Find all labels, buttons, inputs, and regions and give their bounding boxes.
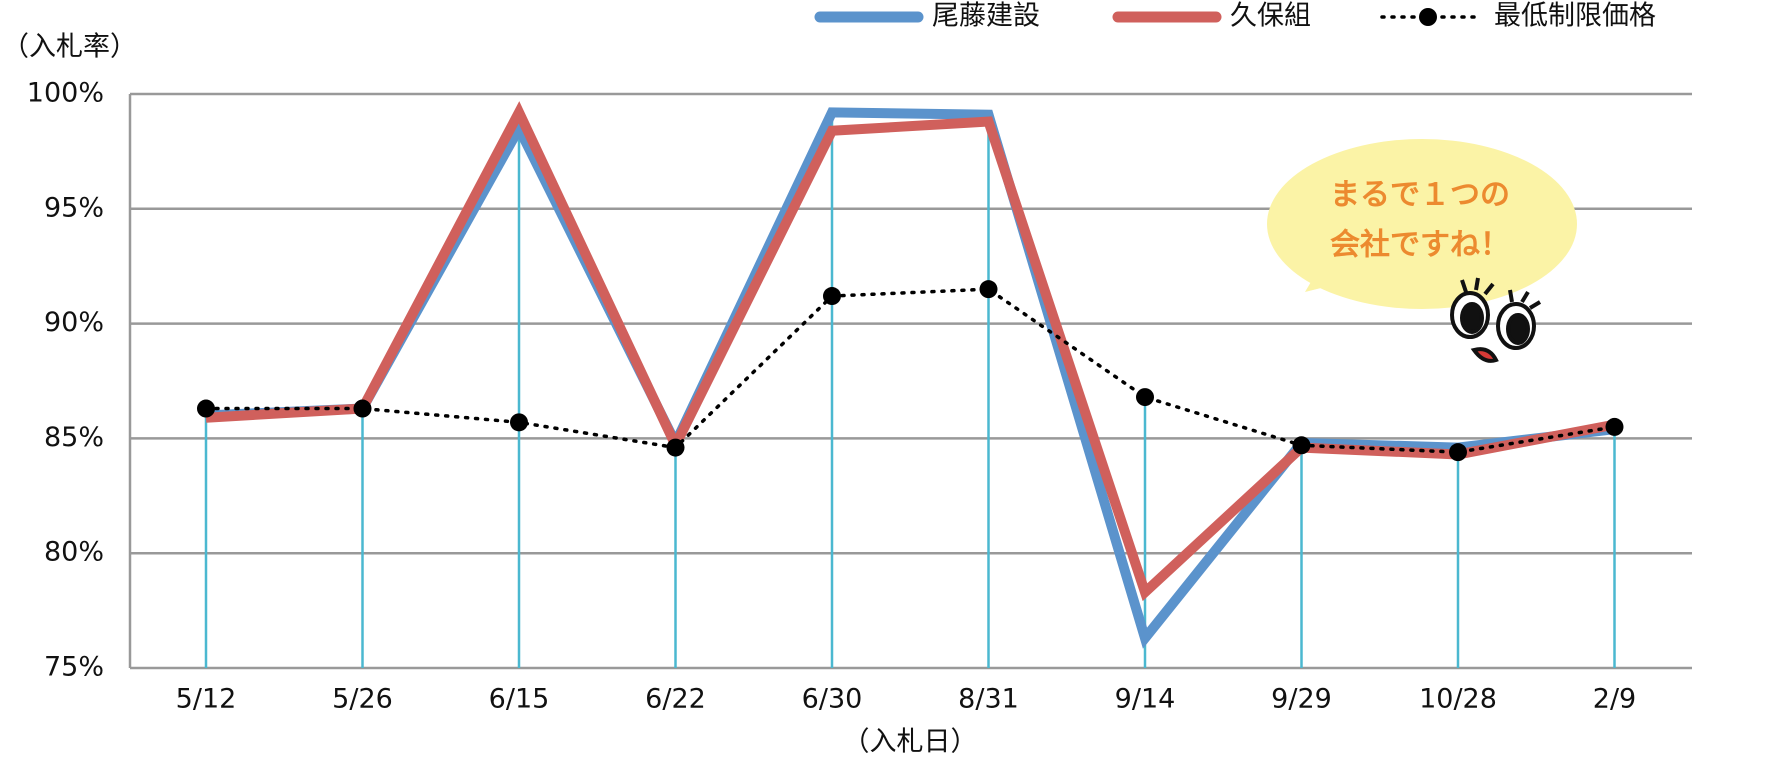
x-axis-label: （入札日） [843,727,978,758]
y-axis-label: （入札率） [2,32,137,63]
annotation: まるで１つの [1330,178,1510,213]
point [1605,417,1624,436]
y-tick-label: 85% [44,422,104,453]
speech-bubble: まるで１つの 会社ですね！ [1267,139,1577,309]
y-tick-label: 95% [44,192,104,223]
character [1450,277,1542,363]
legend-label: 尾藤建設 [932,1,1040,32]
x-tick-label: 9/29 [1271,684,1332,715]
x-tick-label: 9/14 [1115,684,1176,715]
x-tick-label: 8/31 [958,684,1019,715]
x-tick-label: 10/28 [1419,684,1497,715]
series-line [204,287,1617,454]
annotation: 会社ですね！ [1330,228,1510,263]
series-line [205,101,1616,602]
y-tick-label: 75% [44,652,104,683]
x-tick-label: 6/22 [645,684,706,715]
legend-label: 最低制限価格 [1494,1,1656,32]
point [1292,436,1311,455]
x-tick-label: 6/15 [489,684,550,715]
point [1136,388,1154,407]
x-tick-label: 5/26 [332,684,393,715]
point [1449,443,1467,462]
point [353,399,372,418]
x-tick-label: 5/12 [176,684,237,715]
legend-label: 久保組 [1230,1,1311,32]
point [823,287,841,306]
point [979,280,998,299]
point [510,413,528,432]
point [666,438,685,457]
x-tick-label: 2/9 [1593,684,1636,715]
y-tick-label: 90% [44,307,104,338]
y-tick-label: 80% [44,537,104,568]
x-tick-label: 6/30 [802,684,863,715]
y-tick-label: 100% [27,78,104,109]
legend-swatch [1419,8,1437,26]
point [197,399,215,418]
